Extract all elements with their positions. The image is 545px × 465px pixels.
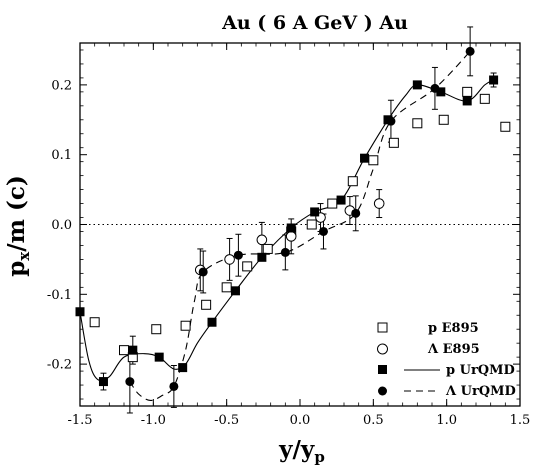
lambda-urqmd-point	[318, 226, 328, 236]
p-e895-point	[242, 261, 253, 272]
p-urqmd-point	[310, 207, 320, 217]
p-e895-point	[119, 345, 129, 356]
p-e895-point	[462, 86, 473, 97]
legend-label: Λ UrQMD	[445, 384, 516, 399]
x-axis-label-main: y/y	[278, 436, 315, 463]
lambda-e895-point	[224, 254, 235, 265]
chart-title: Au ( 6 A GeV ) Au	[221, 12, 408, 34]
lambda-urqmd-point	[169, 381, 179, 391]
axis-ticks: -1.5 -1.0 -0.5 0.0 0.5 1.0 1.5 -0.2 -0.1 0.0 0.1 0.…	[47, 43, 530, 428]
x-tick-label: 0.5	[363, 413, 384, 428]
p-urqmd-point	[257, 252, 267, 262]
x-tick-label: -1.0	[141, 413, 166, 428]
data-points	[75, 46, 511, 391]
x-axis-label: y/yp	[278, 436, 325, 465]
lambda-e895-point	[285, 231, 297, 242]
p-e895-point	[221, 282, 232, 293]
p-e895-point	[438, 114, 449, 125]
p-urqmd-point	[412, 80, 422, 90]
p-e895-point	[89, 317, 100, 328]
p-urqmd-point	[286, 223, 296, 233]
p-urqmd-point	[230, 286, 240, 296]
legend: p E895 Λ E895 p UrQMD Λ UrQMD	[377, 321, 516, 399]
x-tick-label: 1.5	[510, 413, 531, 428]
x-tick-label: -1.5	[67, 413, 92, 428]
y-tick-label: -0.1	[47, 288, 72, 303]
p-urqmd-point	[98, 377, 108, 387]
p-e895-point	[262, 243, 273, 254]
legend-marker-open-square	[377, 322, 388, 333]
p-urqmd-point	[207, 317, 217, 327]
p-e895-point	[412, 118, 423, 129]
y-axis-label: px/m (c)	[3, 175, 33, 277]
y-axis-label-rest: /m (c)	[3, 175, 30, 252]
legend-marker-open-circle	[377, 343, 388, 355]
y-tick-label: 0.0	[51, 218, 72, 233]
p-urqmd-point	[360, 153, 370, 163]
p-e895-point	[327, 198, 338, 209]
p-e895-point	[388, 137, 399, 148]
y-tick-label: 0.1	[51, 148, 72, 163]
lambda-urqmd-point	[198, 267, 208, 277]
legend-label: p E895	[428, 321, 479, 336]
legend-item-p-e895: p E895	[377, 321, 479, 336]
lambda-urqmd-point	[386, 116, 396, 126]
p-e895-point	[201, 299, 212, 310]
legend-marker-filled-square	[378, 365, 387, 374]
p-e895-point	[347, 176, 358, 187]
p-e895-point	[180, 320, 191, 331]
lambda-e895-point	[373, 198, 385, 209]
y-axis-label-subscript: x	[15, 251, 33, 261]
legend-marker-filled-circle	[378, 386, 387, 396]
p-e895-point	[306, 219, 317, 230]
lambda-urqmd-point	[280, 247, 290, 257]
p-urqmd-point	[336, 195, 346, 205]
y-tick-label: -0.2	[47, 358, 72, 373]
x-tick-label: -0.5	[214, 413, 239, 428]
p-e895-point	[479, 93, 490, 104]
x-tick-label: 1.0	[436, 413, 457, 428]
p-urqmd-point	[154, 352, 164, 362]
p-urqmd-point	[462, 96, 472, 106]
y-axis-label-main: p	[3, 261, 30, 277]
lambda-urqmd-point	[465, 46, 475, 56]
lambda-urqmd-dashed-curve	[129, 51, 471, 401]
legend-label: p UrQMD	[446, 363, 515, 378]
lambda-e895-point	[256, 234, 268, 246]
p-urqmd-point	[178, 363, 188, 373]
y-tick-label: 0.2	[51, 78, 72, 93]
p-urqmd-point	[489, 75, 499, 85]
legend-label: Λ E895	[427, 342, 480, 357]
legend-item-p-urqmd: p UrQMD	[378, 363, 515, 378]
p-urqmd-point	[128, 345, 138, 355]
x-tick-label: 0.0	[290, 413, 311, 428]
p-e895-point	[500, 121, 511, 132]
lambda-urqmd-point	[233, 250, 243, 260]
p-urqmd-point	[436, 87, 446, 97]
legend-item-lambda-e895: Λ E895	[377, 342, 480, 357]
p-e895-point	[368, 155, 379, 166]
lambda-urqmd-point	[125, 377, 135, 387]
lambda-urqmd-point	[351, 208, 361, 218]
legend-item-lambda-urqmd: Λ UrQMD	[378, 384, 516, 399]
x-axis-label-subscript: p	[314, 448, 325, 465]
lambda-urqmd-point	[430, 83, 440, 93]
p-e895-point	[151, 324, 162, 335]
p-urqmd-point	[75, 307, 85, 317]
